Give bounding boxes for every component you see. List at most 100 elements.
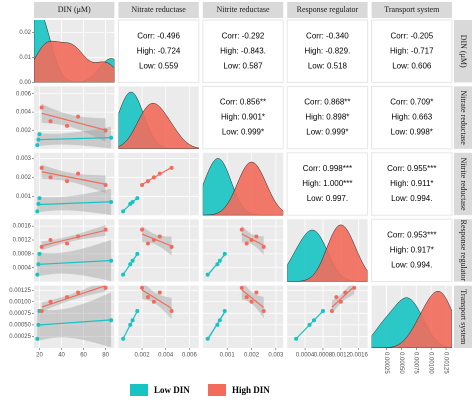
confidence-band [41, 164, 106, 194]
point [36, 322, 41, 327]
row-strip [454, 219, 472, 282]
row-header: Response regulator [459, 220, 468, 282]
corr-text: Corr: 0.709* [390, 98, 433, 107]
confidence-band [41, 285, 106, 312]
point [157, 290, 162, 295]
point [76, 290, 81, 295]
panel [34, 219, 115, 282]
column-strip [371, 2, 452, 18]
row-header: Transport system [459, 289, 468, 345]
density-area [118, 102, 199, 149]
corr-text: High: -0.829. [304, 46, 350, 55]
y-tick-label: 0.00050 [9, 322, 31, 328]
x-tick-label: 0.00125 [442, 352, 448, 374]
y-tick-label: 0.004 [16, 110, 32, 116]
corr-text: Low: 0.994. [391, 194, 432, 203]
point [169, 309, 174, 314]
point [39, 165, 44, 170]
point [121, 336, 126, 341]
point [140, 182, 145, 187]
x-tick-label: 0.00025 [383, 352, 389, 374]
panel-content [118, 219, 199, 282]
column-header: Nitrite reductase [216, 5, 270, 14]
point [151, 175, 156, 180]
corr-panel [286, 152, 369, 216]
point [244, 241, 249, 246]
legend-swatch [130, 384, 148, 396]
fit-line [41, 112, 106, 131]
fit-line [141, 289, 172, 309]
panel-content [371, 285, 453, 349]
corr-text: High: 0.898* [305, 113, 349, 122]
point [145, 295, 150, 300]
legend-label: High DIN [232, 385, 270, 395]
confidence-band [331, 285, 355, 314]
x-tick-label: 60 [80, 353, 87, 359]
legend-label: Low DIN [154, 385, 190, 395]
corr-text: Corr: 0.998*** [303, 164, 352, 173]
point [65, 241, 70, 246]
point [76, 171, 81, 176]
corr-text: Low: 0.997. [307, 194, 348, 203]
panel-content [287, 219, 368, 282]
corr-text: Corr: 0.868** [304, 98, 350, 107]
confidence-band [37, 188, 112, 215]
point [343, 290, 348, 295]
panel-content [118, 152, 199, 216]
point [151, 299, 156, 304]
corr-text: High: -0.717 [390, 46, 434, 55]
fit-line [41, 285, 106, 308]
point [312, 318, 316, 323]
point [294, 336, 299, 341]
point [157, 234, 162, 239]
point [128, 322, 133, 327]
point [128, 262, 133, 267]
point [37, 251, 42, 256]
corr-panel [202, 85, 284, 150]
y-tick-label: 0.00025 [9, 334, 31, 340]
point [329, 309, 334, 314]
point [217, 258, 222, 263]
point [261, 309, 266, 314]
point [35, 336, 40, 341]
x-tick-label: 0.002 [135, 353, 151, 359]
panel-content [202, 219, 284, 282]
column-strip [287, 2, 368, 18]
corr-panel [371, 152, 453, 216]
point [37, 132, 42, 137]
point [103, 227, 108, 232]
point [135, 309, 140, 314]
corr-panel [371, 19, 453, 83]
y-tick-label: 0.0004 [13, 265, 32, 271]
point [334, 295, 339, 300]
panel-content [118, 285, 199, 348]
corr-text: High: -0.843. [220, 46, 266, 55]
point [39, 105, 44, 110]
corr-text: High: 0.917* [390, 246, 434, 255]
panel [287, 285, 368, 348]
corr-text: Low: 0.998* [391, 128, 433, 137]
row-strip [454, 20, 472, 83]
point [140, 227, 145, 232]
point [76, 234, 81, 239]
density-area [287, 224, 368, 282]
density-area [371, 291, 453, 349]
corr-text: High: 0.901* [221, 113, 265, 122]
x-tick-label: 0.00050 [398, 352, 404, 374]
confidence-band [37, 239, 112, 282]
point [145, 241, 150, 246]
corr-text: Corr: -0.496 [137, 31, 180, 40]
fit-line [37, 137, 112, 141]
corr-panel [286, 85, 369, 150]
column-strip [118, 2, 199, 18]
x-tick-label: 0.0012 [332, 353, 351, 359]
point [320, 309, 325, 314]
y-tick-label: 0.00 [19, 80, 31, 86]
point [35, 143, 40, 148]
y-tick-label: 0.00075 [9, 311, 31, 317]
point [65, 123, 70, 128]
y-tick-label: 0.003 [16, 156, 32, 162]
column-header: Nitrate reductase [131, 5, 186, 14]
panel-content [34, 219, 115, 282]
